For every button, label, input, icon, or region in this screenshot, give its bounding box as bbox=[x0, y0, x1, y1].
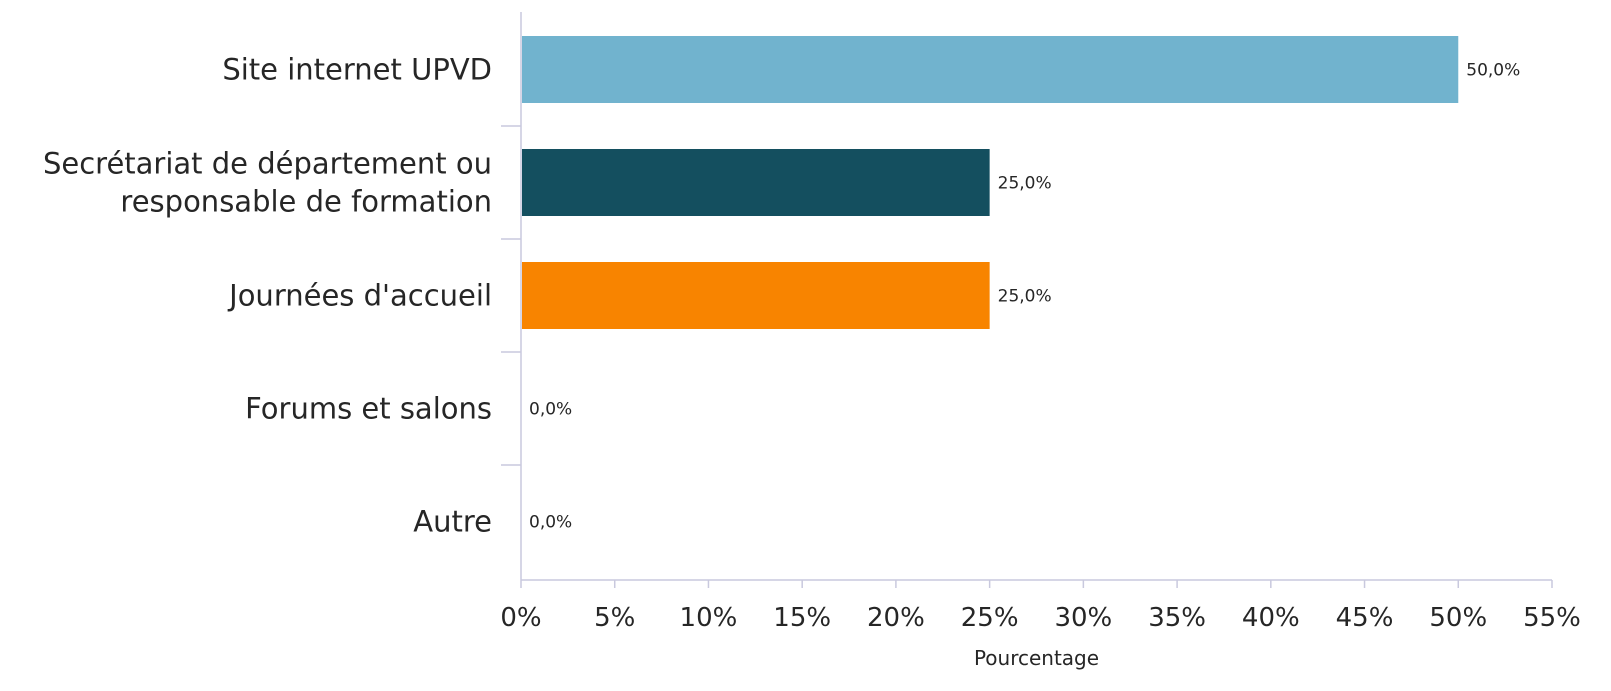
bars bbox=[522, 36, 1459, 329]
x-tick-label: 30% bbox=[1054, 603, 1112, 633]
data-label: 0,0% bbox=[529, 400, 572, 420]
x-tick-label: 0% bbox=[500, 603, 541, 633]
data-label: 0,0% bbox=[529, 513, 572, 533]
x-tick-label: 50% bbox=[1429, 603, 1487, 633]
data-label: 50,0% bbox=[1466, 61, 1520, 81]
data-label: 25,0% bbox=[998, 174, 1052, 194]
x-tick-labels: 0% 5% 10% 15% 20% 25% 30% 35% 40% 45% 50% 55% bbox=[500, 603, 1581, 633]
x-tick-label: 35% bbox=[1148, 603, 1206, 633]
category-label: Site internet UPVD bbox=[222, 53, 492, 87]
x-tick-label: 55% bbox=[1523, 603, 1581, 633]
x-tick-label: 45% bbox=[1336, 603, 1394, 633]
data-label: 25,0% bbox=[998, 287, 1052, 307]
bar bbox=[522, 149, 990, 216]
category-label: Journées d'accueil bbox=[227, 279, 492, 313]
axes bbox=[501, 12, 1553, 588]
category-label: Autre bbox=[413, 505, 492, 539]
x-tick-label: 25% bbox=[961, 603, 1019, 633]
x-tick-label: 20% bbox=[867, 603, 925, 633]
value-labels: 50,0% 25,0% 25,0% 0,0% 0,0% bbox=[529, 61, 1520, 533]
category-label: Secrétariat de département ou responsable… bbox=[43, 147, 492, 219]
category-label: Forums et salons bbox=[245, 392, 492, 426]
x-tick-label: 40% bbox=[1242, 603, 1300, 633]
x-axis-title: Pourcentage bbox=[974, 646, 1099, 670]
x-tick-label: 10% bbox=[680, 603, 738, 633]
bar bbox=[522, 262, 990, 329]
x-tick-label: 5% bbox=[594, 603, 635, 633]
bar bbox=[522, 36, 1459, 103]
x-tick-label: 15% bbox=[773, 603, 831, 633]
category-labels: Site internet UPVD Secrétariat de départe… bbox=[43, 53, 492, 539]
